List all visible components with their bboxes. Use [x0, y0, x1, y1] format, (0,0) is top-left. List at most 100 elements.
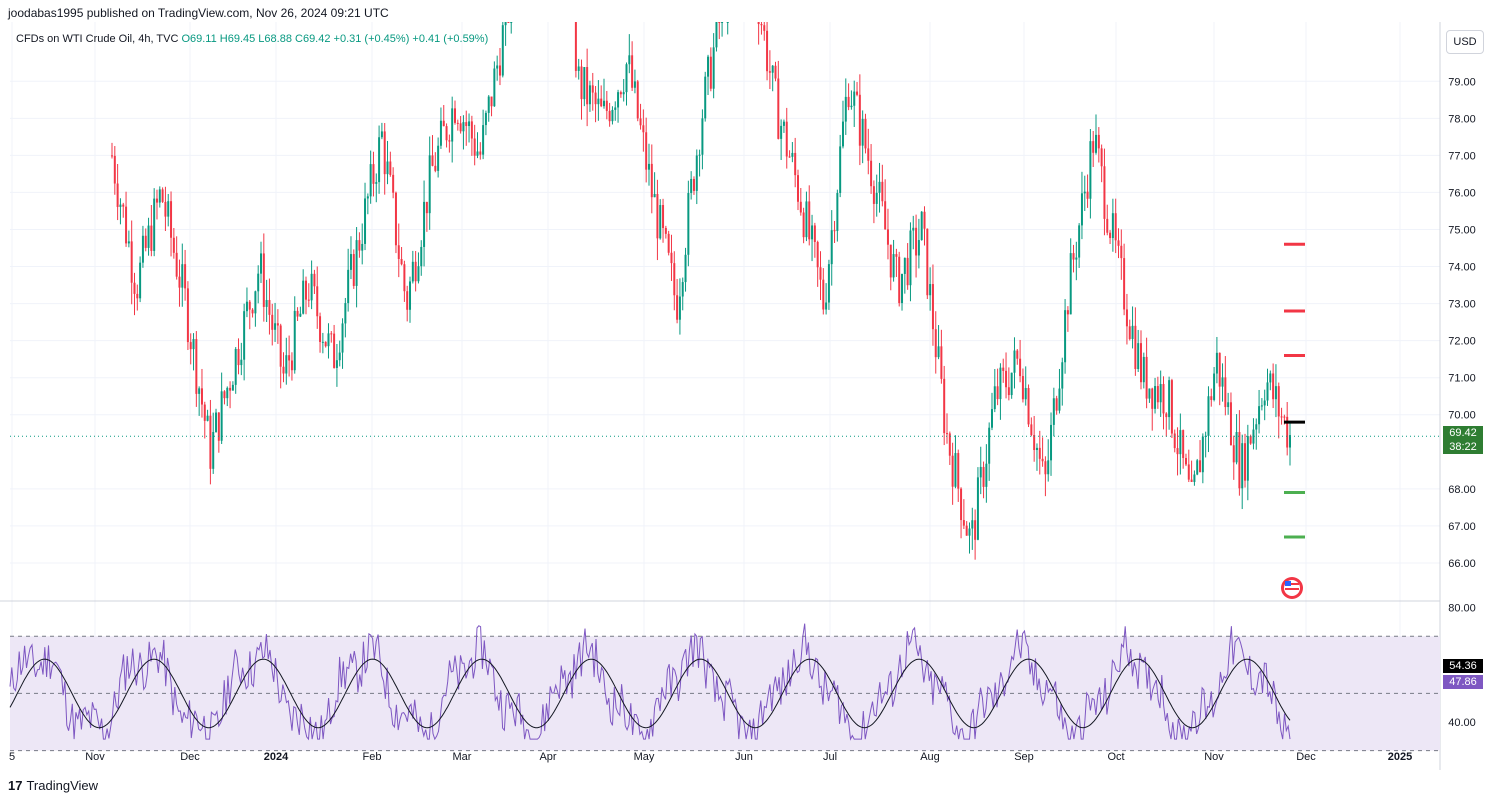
candle-body	[659, 205, 662, 239]
candle-body	[116, 183, 119, 207]
candle-body	[864, 118, 867, 149]
candle-body	[1095, 134, 1098, 153]
candle-body	[1184, 458, 1187, 465]
candle-body	[133, 282, 136, 294]
candle-body	[296, 310, 299, 317]
candle-body	[364, 198, 367, 244]
candle-body	[884, 201, 887, 230]
candle-body	[1213, 373, 1216, 400]
candle-body	[684, 254, 687, 283]
candle-body	[591, 85, 594, 93]
price-tick-label: 72.00	[1448, 336, 1476, 348]
candle-body	[229, 387, 232, 391]
candle-body	[1269, 373, 1272, 383]
candle-body	[813, 225, 816, 242]
candle-body	[349, 254, 352, 270]
horizontal-levels	[10, 242, 1440, 539]
candle-body	[1274, 386, 1277, 400]
candle-body	[1145, 356, 1148, 399]
candle-body	[937, 346, 940, 358]
candle-body	[856, 91, 859, 95]
candle-body	[771, 65, 774, 73]
candle-body	[586, 67, 589, 105]
candle-body	[853, 91, 856, 106]
candle-body	[1263, 400, 1266, 406]
candle-body	[1260, 405, 1263, 407]
candle-body	[611, 109, 614, 122]
candle-body	[431, 155, 434, 166]
candle-body	[344, 303, 347, 324]
candle-body	[1156, 386, 1159, 403]
candle-body	[1033, 434, 1036, 451]
candle-body	[931, 284, 934, 330]
candle-body	[929, 284, 932, 296]
candle-body	[1283, 416, 1286, 418]
candle-body	[960, 488, 963, 521]
candle-body	[476, 151, 479, 156]
time-tick-label: May	[634, 751, 655, 763]
candle-body	[484, 112, 487, 126]
candle-body	[125, 206, 128, 244]
candle-body	[307, 299, 310, 301]
candle-body	[355, 240, 358, 286]
candle-body	[1078, 225, 1081, 258]
candle-body	[934, 329, 937, 358]
currency-button[interactable]: USD	[1446, 30, 1484, 54]
candle-body	[594, 92, 597, 105]
price-tick-label: 71.00	[1448, 373, 1476, 385]
candle-body	[1241, 443, 1244, 489]
candle-body	[1224, 377, 1227, 408]
candle-body	[619, 92, 622, 95]
candle-body	[425, 201, 428, 214]
candle-body	[957, 453, 960, 489]
candle-body	[1134, 325, 1137, 369]
candle-body	[906, 257, 909, 286]
candle-body	[909, 230, 912, 286]
time-tick-label: Sep	[1014, 751, 1034, 763]
footer-brand[interactable]: 17 TradingView	[8, 778, 98, 793]
candle-body	[1106, 218, 1109, 233]
candle-body	[872, 186, 875, 204]
candle-body	[1207, 396, 1210, 436]
candle-body	[1176, 448, 1179, 455]
candle-body	[1114, 213, 1117, 241]
candle-body	[113, 155, 116, 184]
candle-body	[822, 279, 825, 310]
candle-body	[1227, 402, 1230, 408]
candle-body	[386, 161, 389, 175]
candle-body	[1199, 460, 1202, 473]
candle-body	[690, 178, 693, 194]
candle-body	[189, 342, 192, 350]
candle-body	[1080, 193, 1083, 226]
candle-body	[299, 313, 302, 317]
candle-body	[459, 123, 462, 132]
candle-body	[1019, 358, 1022, 377]
candle-body	[397, 245, 400, 260]
candle-body	[209, 415, 212, 469]
candle-body	[456, 122, 459, 124]
candle-body	[181, 264, 184, 288]
candle-body	[1131, 325, 1134, 339]
candle-body	[212, 431, 215, 469]
candle-body	[1016, 350, 1019, 359]
candle-body	[979, 466, 982, 478]
candle-body	[926, 228, 929, 296]
candle-body	[847, 96, 850, 108]
candle-body	[1083, 191, 1086, 194]
candle-body	[1190, 479, 1193, 482]
time-tick-label: 2025	[1388, 751, 1412, 763]
candle-body	[841, 121, 844, 147]
candle-body	[1128, 326, 1131, 339]
candle-body	[839, 146, 842, 193]
candle-body	[394, 192, 397, 246]
symbol-legend[interactable]: CFDs on WTI Crude Oil, 4h, TVC O69.11 H6…	[16, 33, 488, 45]
candle-body	[1218, 352, 1221, 387]
candle-body	[324, 341, 327, 347]
candle-body	[1139, 343, 1142, 383]
candle-body	[639, 118, 642, 126]
candle-body	[372, 164, 375, 184]
candle-body	[1075, 257, 1078, 260]
candle-body	[501, 25, 504, 76]
candle-body	[1117, 240, 1120, 246]
